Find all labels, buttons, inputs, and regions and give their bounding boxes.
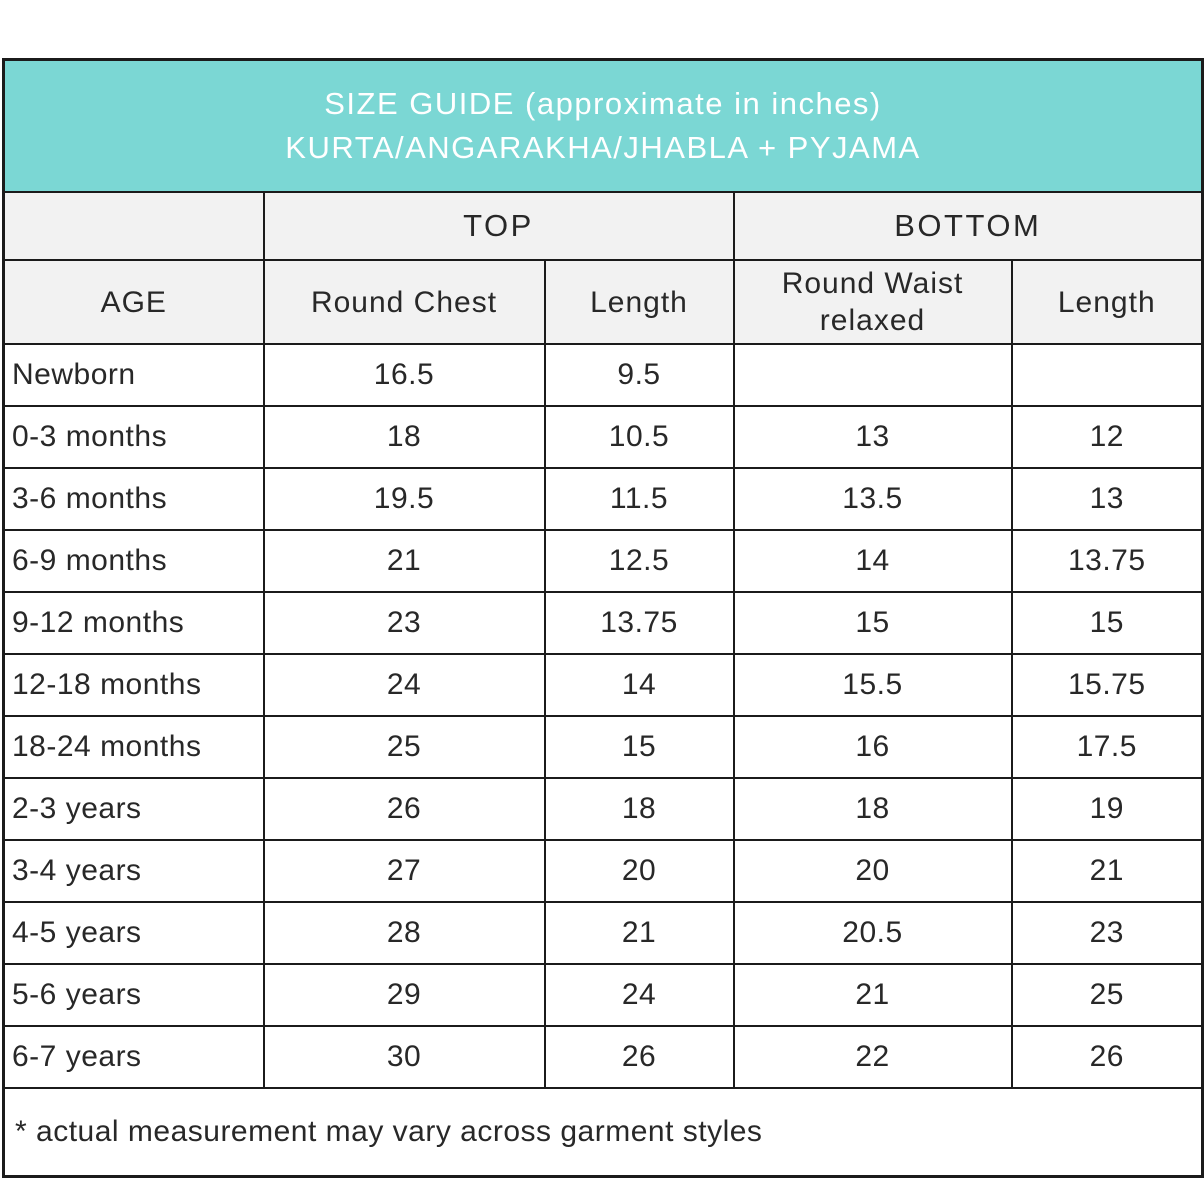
value-cell: 21: [1010, 839, 1204, 903]
age-cell: 3-6 months: [2, 467, 265, 531]
value-cell: 18: [262, 405, 546, 469]
value-cell: 23: [262, 591, 546, 655]
footnote-row: * actual measurement may vary across gar…: [2, 1087, 1204, 1178]
table-row: 12-18 months 24 14 15.5 15.75: [2, 653, 1204, 717]
table-row: 3-4 years 27 20 20 21: [2, 839, 1204, 903]
group-header-empty: [2, 191, 265, 261]
value-cell: 23: [1010, 901, 1204, 965]
table-header-section: SIZE GUIDE (approximate in inches) KURTA…: [2, 58, 1204, 345]
age-cell: 6-7 years: [2, 1025, 265, 1089]
value-cell: 10.5: [543, 405, 735, 469]
value-cell: 27: [262, 839, 546, 903]
column-header-round-waist: Round Waist relaxed: [732, 259, 1013, 345]
value-cell: 9.5: [543, 343, 735, 407]
value-cell: 22: [732, 1025, 1013, 1089]
value-cell: 15: [543, 715, 735, 779]
group-header-bottom: BOTTOM: [732, 191, 1204, 261]
value-cell: 15: [1010, 591, 1204, 655]
value-cell: 25: [1010, 963, 1204, 1027]
value-cell: 13.75: [1010, 529, 1204, 593]
title-banner-row: SIZE GUIDE (approximate in inches) KURTA…: [2, 58, 1204, 193]
age-cell: 4-5 years: [2, 901, 265, 965]
age-cell: 0-3 months: [2, 405, 265, 469]
table-row: 9-12 months 23 13.75 15 15: [2, 591, 1204, 655]
column-header-row: AGE Round Chest Length Round Waist relax…: [2, 259, 1204, 345]
value-cell: 21: [543, 901, 735, 965]
value-cell: 12.5: [543, 529, 735, 593]
value-cell: 13.5: [732, 467, 1013, 531]
value-cell: 19.5: [262, 467, 546, 531]
table-row: 2-3 years 26 18 18 19: [2, 777, 1204, 841]
column-header-age: AGE: [2, 259, 265, 345]
value-cell: 17.5: [1010, 715, 1204, 779]
value-cell: 18: [543, 777, 735, 841]
table-row: 5-6 years 29 24 21 25: [2, 963, 1204, 1027]
age-cell: 9-12 months: [2, 591, 265, 655]
table-row: Newborn 16.5 9.5: [2, 343, 1204, 407]
value-cell: 15.75: [1010, 653, 1204, 717]
value-cell: 20.5: [732, 901, 1013, 965]
table-row: 4-5 years 28 21 20.5 23: [2, 901, 1204, 965]
value-cell: 26: [262, 777, 546, 841]
value-cell: 18: [732, 777, 1013, 841]
column-header-bottom-length: Length: [1010, 259, 1204, 345]
title-line-2: KURTA/ANGARAKHA/JHABLA + PYJAMA: [285, 130, 921, 165]
value-cell: 15: [732, 591, 1013, 655]
table-body-section: Newborn 16.5 9.5 0-3 months 18 10.5 13 12 3-6 mo…: [2, 343, 1204, 1089]
table-row: 3-6 months 19.5 11.5 13.5 13: [2, 467, 1204, 531]
column-header-round-chest: Round Chest: [262, 259, 546, 345]
value-cell: 24: [543, 963, 735, 1027]
value-cell: 30: [262, 1025, 546, 1089]
value-cell: 20: [732, 839, 1013, 903]
table-row: 6-7 years 30 26 22 26: [2, 1025, 1204, 1089]
value-cell: 29: [262, 963, 546, 1027]
value-cell: 13: [1010, 467, 1204, 531]
value-cell: 26: [1010, 1025, 1204, 1089]
age-cell: Newborn: [2, 343, 265, 407]
value-cell: 14: [732, 529, 1013, 593]
value-cell: 16: [732, 715, 1013, 779]
size-guide-table: SIZE GUIDE (approximate in inches) KURTA…: [2, 58, 1204, 1178]
table-footer-section: * actual measurement may vary across gar…: [2, 1087, 1204, 1178]
value-cell: 16.5: [262, 343, 546, 407]
value-cell: 24: [262, 653, 546, 717]
value-cell: 21: [732, 963, 1013, 1027]
value-cell: 19: [1010, 777, 1204, 841]
footnote-text: * actual measurement may vary across gar…: [2, 1087, 1204, 1178]
value-cell: 13.75: [543, 591, 735, 655]
table-row: 18-24 months 25 15 16 17.5: [2, 715, 1204, 779]
value-cell: 15.5: [732, 653, 1013, 717]
value-cell: 21: [262, 529, 546, 593]
value-cell: [1010, 343, 1204, 407]
value-cell: 14: [543, 653, 735, 717]
value-cell: 20: [543, 839, 735, 903]
age-cell: 6-9 months: [2, 529, 265, 593]
title-banner: SIZE GUIDE (approximate in inches) KURTA…: [2, 58, 1204, 193]
age-cell: 18-24 months: [2, 715, 265, 779]
group-header-top: TOP: [262, 191, 735, 261]
age-cell: 3-4 years: [2, 839, 265, 903]
table-row: 6-9 months 21 12.5 14 13.75: [2, 529, 1204, 593]
age-cell: 12-18 months: [2, 653, 265, 717]
value-cell: 28: [262, 901, 546, 965]
value-cell: 25: [262, 715, 546, 779]
title-line-1: SIZE GUIDE (approximate in inches): [324, 86, 882, 121]
value-cell: 11.5: [543, 467, 735, 531]
value-cell: 12: [1010, 405, 1204, 469]
value-cell: 26: [543, 1025, 735, 1089]
column-group-row: TOP BOTTOM: [2, 191, 1204, 261]
table-row: 0-3 months 18 10.5 13 12: [2, 405, 1204, 469]
column-header-top-length: Length: [543, 259, 735, 345]
value-cell: [732, 343, 1013, 407]
age-cell: 5-6 years: [2, 963, 265, 1027]
value-cell: 13: [732, 405, 1013, 469]
column-header-round-waist-label: Round Waist relaxed: [781, 267, 964, 337]
age-cell: 2-3 years: [2, 777, 265, 841]
